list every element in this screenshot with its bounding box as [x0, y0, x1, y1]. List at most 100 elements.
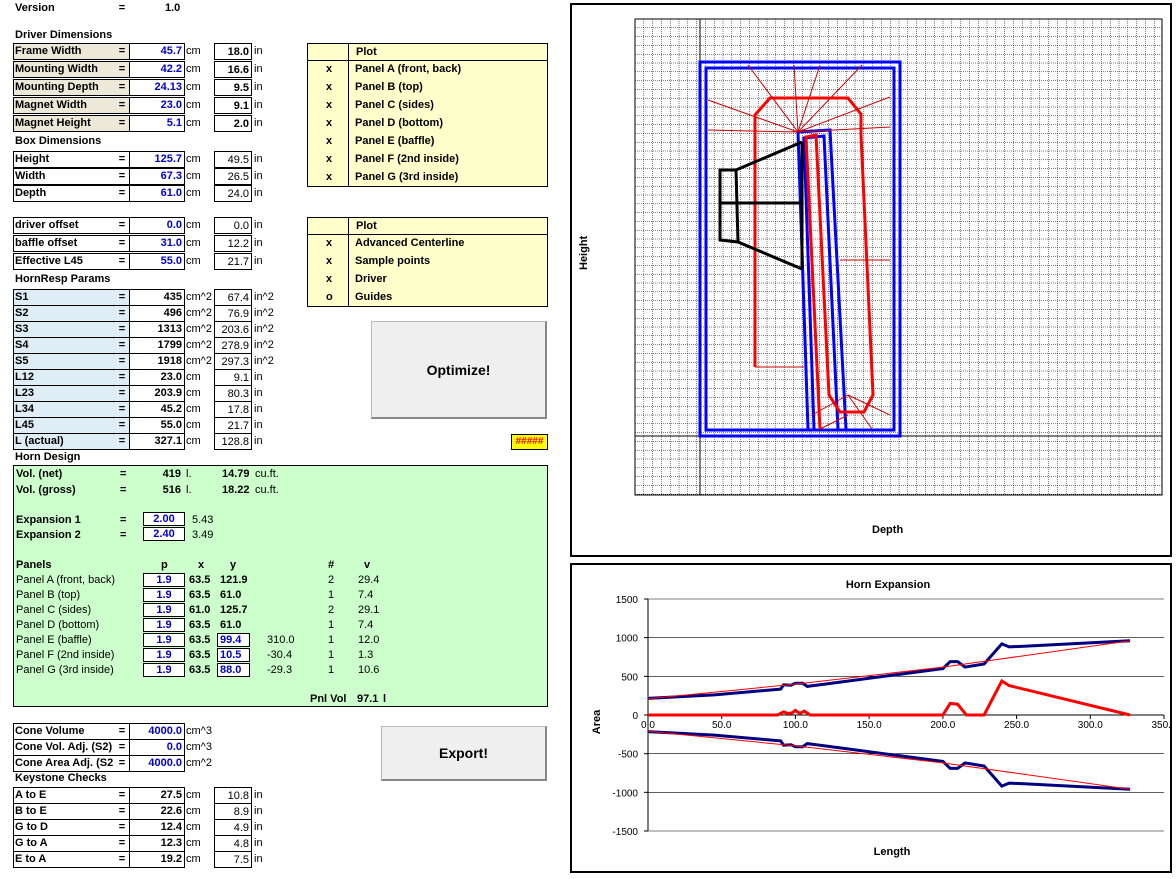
panel-y[interactable]: 88.0 — [217, 663, 250, 677]
plot-checkbox[interactable]: x — [326, 171, 333, 183]
panel-p-input[interactable]: 1.9 — [143, 588, 185, 602]
row-offset_rows: driver offset = 0.0 cm 0.0 in — [0, 217, 300, 234]
value-cell[interactable] — [129, 168, 185, 185]
driver-outline — [718, 140, 803, 271]
hr_rows-label: S3 — [15, 323, 29, 335]
value-cell[interactable] — [129, 851, 185, 868]
hr_rows-value[interactable]: 435 — [163, 291, 182, 303]
row-hr_rows: S4 = 1799 cm^2 278.9 in^2 — [0, 337, 300, 354]
box_rows-value[interactable]: 61.0 — [160, 187, 182, 199]
hr_rows-value[interactable]: 496 — [163, 307, 182, 319]
equals-sign: = — [118, 255, 126, 267]
plot-checkbox[interactable]: x — [326, 117, 333, 129]
value-cell[interactable] — [129, 755, 185, 772]
y-tick-label: 1500 — [616, 595, 639, 606]
box_rows-value[interactable]: 125.7 — [154, 153, 182, 165]
panel-y[interactable]: 99.4 — [217, 633, 250, 647]
vol-net-label: Vol. (net) — [16, 468, 63, 480]
plot-option-label: Driver — [355, 273, 387, 285]
hr_rows-value-in: 278.9 — [214, 337, 252, 354]
value-cell[interactable] — [129, 97, 185, 114]
driver_rows-value[interactable]: 24.13 — [154, 81, 182, 93]
plot-checkbox[interactable]: x — [326, 63, 333, 75]
expansion1-input[interactable]: 2.00 — [143, 512, 185, 526]
hr_rows-unit-in: in^2 — [254, 339, 274, 351]
export-button[interactable]: Export! — [381, 726, 547, 781]
hr_rows-value[interactable]: 1918 — [157, 355, 182, 367]
panel-extra: -30.4 — [267, 649, 293, 661]
row-hr_rows: L23 = 203.9 cm 80.3 in — [0, 385, 300, 402]
panel-p-input[interactable]: 1.9 — [143, 648, 185, 662]
value-cell[interactable] — [129, 433, 185, 450]
plot-option-label: Panel C (sides) — [355, 99, 434, 111]
driver_rows-value[interactable]: 45.7 — [160, 45, 182, 57]
driver_rows-value[interactable]: 5.1 — [166, 117, 182, 129]
hr_rows-value[interactable]: 55.0 — [160, 419, 182, 431]
plot-option-label: Guides — [355, 291, 393, 303]
value-cell[interactable] — [129, 151, 185, 168]
panel-p-input[interactable]: 1.9 — [143, 633, 185, 647]
keystone_rows-value[interactable]: 22.6 — [160, 805, 182, 817]
plot-checkbox[interactable]: o — [326, 291, 333, 303]
plot-checkbox[interactable]: x — [326, 255, 333, 267]
optimize-button[interactable]: Optimize! — [371, 321, 547, 419]
panel-x: 63.5 — [189, 619, 211, 631]
hr_rows-value[interactable]: 327.1 — [154, 435, 182, 447]
panel-name: Panel A (front, back) — [16, 574, 116, 586]
cone_rows-label: Cone Area Adj. (S2 — [15, 757, 114, 769]
cone_rows-unit: cm^3 — [186, 725, 212, 737]
cone_rows-label: Cone Volume — [15, 725, 85, 737]
hr_rows-label: S2 — [15, 307, 29, 319]
driver_rows-value[interactable]: 23.0 — [160, 99, 182, 111]
panel-extra: 310.0 — [267, 634, 295, 646]
box_rows-value[interactable]: 67.3 — [160, 170, 182, 182]
hr_rows-value[interactable]: 1799 — [157, 339, 182, 351]
keystone_rows-unit: cm — [186, 789, 201, 801]
panel-count: 1 — [328, 589, 335, 601]
equals-sign: = — [118, 307, 126, 319]
value-cell[interactable] — [129, 253, 185, 270]
plot-checkbox[interactable]: x — [326, 237, 333, 249]
value-cell[interactable] — [129, 43, 185, 60]
value-cell[interactable] — [129, 115, 185, 132]
cone_rows-value[interactable]: 4000.0 — [148, 725, 182, 737]
panel-p-input[interactable]: 1.9 — [143, 618, 185, 632]
hr_rows-value[interactable]: 203.9 — [154, 387, 182, 399]
plot-checkbox[interactable]: x — [326, 99, 333, 111]
keystone_rows-unit-in: in — [254, 853, 263, 865]
hr_rows-value[interactable]: 1313 — [157, 323, 182, 335]
y-tick-label: -1000 — [612, 788, 638, 799]
equals-sign: = — [118, 339, 126, 351]
offset_rows-value[interactable]: 0.0 — [166, 219, 182, 231]
cone_rows-value[interactable]: 4000.0 — [148, 757, 182, 769]
keystone_rows-value-in: 4.8 — [214, 835, 252, 852]
panel-p-input[interactable]: 1.9 — [143, 663, 185, 677]
driver_rows-value[interactable]: 42.2 — [160, 63, 182, 75]
panel-p-input[interactable]: 1.9 — [143, 573, 185, 587]
offset_rows-value[interactable]: 55.0 — [160, 255, 182, 267]
cone_rows-value[interactable]: 0.0 — [166, 741, 182, 753]
plot-checkbox[interactable]: x — [326, 81, 333, 93]
panel-p-input[interactable]: 1.9 — [143, 603, 185, 617]
equals-sign: = — [118, 757, 126, 769]
offset_rows-value[interactable]: 31.0 — [160, 237, 182, 249]
value-cell[interactable] — [129, 217, 185, 234]
plot-checkbox[interactable]: x — [326, 273, 333, 285]
hr_rows-value[interactable]: 23.0 — [160, 371, 182, 383]
keystone_rows-value[interactable]: 12.4 — [160, 821, 182, 833]
row-keystone_rows: E to A = 19.2 cm 7.5 in — [0, 851, 300, 868]
panel-y[interactable]: 10.5 — [217, 648, 250, 662]
plot-checkbox[interactable]: x — [326, 153, 333, 165]
keystone_rows-value[interactable]: 27.5 — [160, 789, 182, 801]
row-keystone_rows: G to A = 12.3 cm 4.8 in — [0, 835, 300, 852]
hr_rows-value[interactable]: 45.2 — [160, 403, 182, 415]
value-cell[interactable] — [129, 79, 185, 96]
value-cell[interactable] — [129, 61, 185, 78]
keystone_rows-value[interactable]: 12.3 — [160, 837, 182, 849]
keystone_rows-value[interactable]: 19.2 — [160, 853, 182, 865]
value-cell[interactable] — [129, 235, 185, 252]
value-cell[interactable] — [129, 185, 185, 202]
expansion2-input[interactable]: 2.40 — [143, 527, 185, 541]
plot-checkbox[interactable]: x — [326, 135, 333, 147]
offset_rows-unit: cm — [186, 255, 201, 267]
